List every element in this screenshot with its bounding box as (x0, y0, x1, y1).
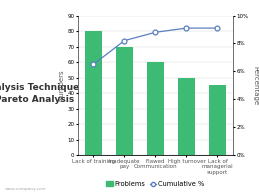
Bar (147, 62, 164, 155)
Bar (209, 85, 226, 155)
Bar (85, 31, 102, 155)
Text: Analysis Techniques-
Pareto Analysis: Analysis Techniques- Pareto Analysis (0, 83, 88, 104)
Bar (178, 78, 195, 155)
Y-axis label: Percentage: Percentage (253, 66, 259, 105)
Y-axis label: Numbers: Numbers (59, 69, 64, 101)
Bar (116, 47, 133, 155)
Legend: Problems, Cumulative %: Problems, Cumulative % (104, 178, 207, 190)
Text: www.company.com: www.company.com (5, 187, 47, 191)
